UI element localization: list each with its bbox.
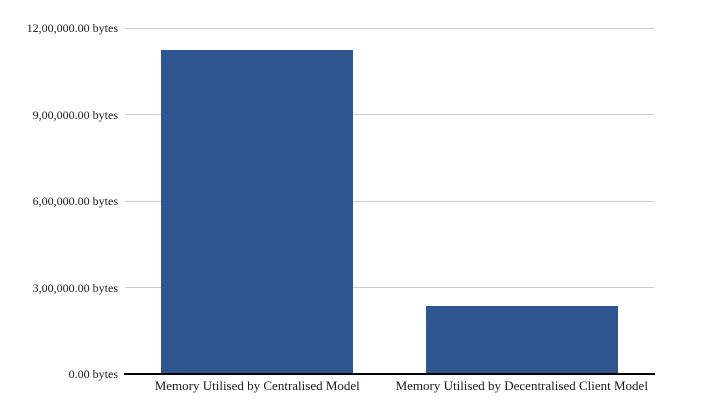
x-axis-category-label: Memory Utilised by Centralised Model [154, 378, 360, 393]
bar-centralised [161, 49, 354, 374]
y-axis-tick-label: 0.00 bytes [68, 367, 118, 381]
gridline [125, 27, 654, 29]
bar-decentralised [425, 305, 618, 374]
gridline [125, 200, 654, 202]
x-axis-category-label: Memory Utilised by Decentralised Client … [395, 378, 648, 393]
x-axis-line [124, 373, 655, 375]
y-axis-tick-label: 12,00,000.00 bytes [26, 21, 118, 35]
gridline [125, 287, 654, 288]
gridline [125, 114, 654, 115]
y-axis-tick-label: 6,00,000.00 bytes [32, 194, 118, 208]
y-axis-tick-label: 3,00,000.00 bytes [32, 280, 118, 295]
y-axis-tick-label: 9,00,000.00 bytes [32, 107, 118, 122]
